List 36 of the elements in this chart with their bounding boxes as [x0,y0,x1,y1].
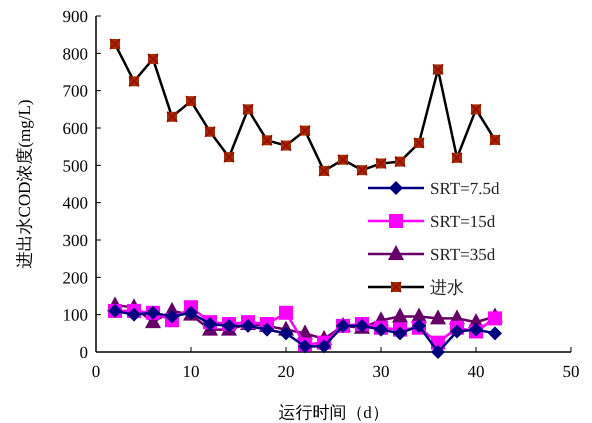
legend-label: 进水 [430,278,464,297]
x-tick-label: 30 [372,362,390,381]
y-tick-label: 800 [62,44,88,64]
point [392,308,408,323]
x-tick-label: 20 [278,362,294,381]
legend-label: SRT=35d [430,245,496,264]
x-tick-label: 0 [92,362,100,381]
point [279,326,293,340]
y-tick-label: 200 [62,268,88,288]
y-tick-label: 300 [62,231,88,250]
y-tick-label: 400 [62,194,88,213]
y-axis-title: 进出水COD浓度(mg/L) [15,99,34,269]
y-tick-label: 500 [62,156,88,176]
legend-label: SRT=7.5d [430,179,500,198]
y-tick-label: 0 [80,343,88,362]
x-tick-label: 50 [562,362,580,381]
y-tick-label: 900 [62,7,88,26]
point [488,326,502,340]
point [431,345,445,359]
x-tick-label: 10 [182,362,200,381]
point [241,318,255,333]
point [127,308,141,322]
point [260,322,274,337]
point [165,310,179,324]
legend-label: SRT=15d [430,212,496,231]
point [430,309,446,324]
y-tick-label: 700 [62,82,88,101]
point [488,311,502,326]
point [450,324,464,338]
x-tick-label: 40 [468,362,484,381]
point [393,326,407,340]
point [279,306,293,320]
x-axis-title: 运行时间（d） [278,403,389,422]
point [317,339,331,354]
y-tick-label: 100 [62,306,88,325]
y-tick-label: 600 [62,119,88,138]
